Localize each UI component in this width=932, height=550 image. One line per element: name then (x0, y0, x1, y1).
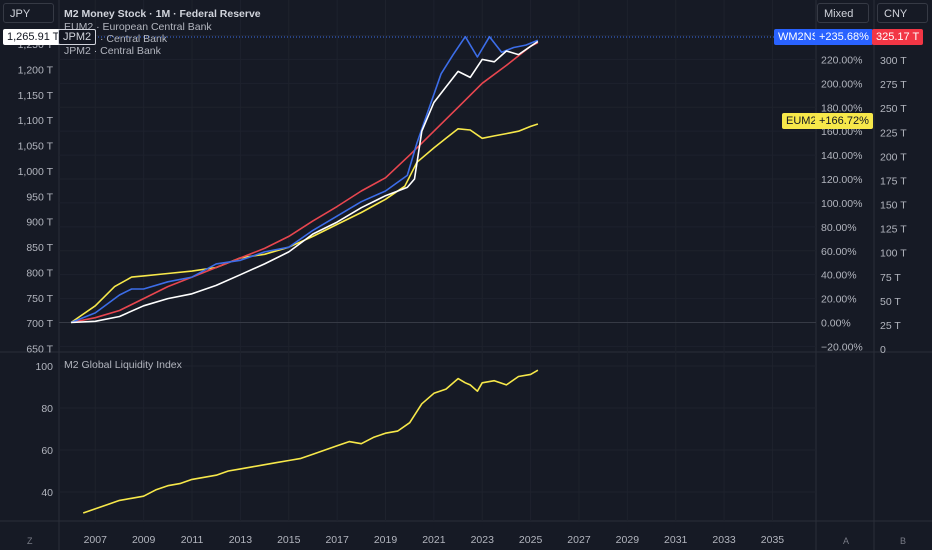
left-axis-tick: 750 T (26, 293, 53, 305)
percent-axis-tick: 180.00% (821, 102, 862, 114)
left-axis-tick: 1,100 T (18, 115, 54, 127)
cny-axis-tick: 275 T (880, 79, 907, 91)
x-axis-tick: 2031 (664, 534, 688, 546)
x-axis-tick: 2015 (277, 534, 301, 546)
corner-marker-mid[interactable]: A (843, 536, 850, 546)
cny-axis-tick: 125 T (880, 224, 907, 236)
cny-axis-tick: 75 T (880, 272, 901, 284)
lower-axis-tick: 60 (41, 445, 53, 457)
wm2ns-label-badge: WM2NS (774, 29, 823, 45)
percent-axis-tick: 80.00% (821, 222, 857, 234)
jpm2-label-badge: JPM2 (58, 29, 97, 45)
left-axis-tick: 650 T (26, 344, 53, 356)
liquidity-index-line (82, 369, 539, 514)
x-axis-tick: 2021 (422, 534, 446, 546)
left-currency-selector[interactable]: JPY (3, 3, 54, 23)
left-axis-tick: 800 T (26, 267, 53, 279)
percent-axis-tick: 60.00% (821, 246, 857, 258)
jpy-value-badge: 1,265.91 T (3, 29, 64, 45)
lower-axis-tick: 40 (41, 487, 53, 499)
x-axis-tick: 2009 (132, 534, 156, 546)
legend-cn[interactable]: · Central Bank (100, 33, 168, 45)
x-axis-tick: 2013 (229, 534, 253, 546)
percent-axis-tick: 120.00% (821, 174, 862, 186)
axes: 650 T 700 T 750 T 800 T 850 T 900 T 950 T 1,000… (18, 39, 908, 546)
left-axis-tick: 1,150 T (18, 90, 54, 102)
left-axis-tick: 850 T (26, 242, 53, 254)
x-axis-tick: 2017 (325, 534, 349, 546)
x-axis-tick: 2023 (471, 534, 495, 546)
percent-axis-tick: 140.00% (821, 150, 862, 162)
x-axis-tick: 2019 (374, 534, 398, 546)
x-axis-tick: 2007 (84, 534, 108, 546)
eum2-label-badge: EUM2 (782, 113, 821, 129)
left-axis-tick: 900 T (26, 217, 53, 229)
lower-pane-title[interactable]: M2 Global Liquidity Index (64, 359, 182, 371)
series-line-jpm2 (70, 35, 539, 324)
cny-axis-tick: 250 T (880, 103, 907, 115)
series-line-cn-m2 (70, 41, 539, 324)
cny-axis-tick: 50 T (880, 296, 901, 308)
left-axis-tick: 1,000 T (18, 166, 54, 178)
percent-axis-tick: 40.00% (821, 270, 857, 282)
lower-axis-tick: 100 (35, 361, 53, 373)
right-currency-selector[interactable]: CNY (877, 3, 928, 23)
series-layer (70, 35, 539, 514)
percent-axis-tick: 0.00% (821, 318, 851, 330)
series-line-eum2 (70, 123, 539, 324)
cny-value-badge: 325.17 T (872, 29, 924, 45)
x-axis-tick: 2027 (567, 534, 591, 546)
percent-axis-tick: 160.00% (821, 126, 862, 138)
corner-marker-left[interactable]: Z (27, 536, 33, 546)
x-axis-tick: 2035 (761, 534, 785, 546)
percent-axis-tick: 220.00% (821, 54, 862, 66)
legend-main[interactable]: M2 Money Stock · 1M · Federal Reserve (64, 8, 261, 20)
scale-mode-selector[interactable]: Mixed (817, 3, 869, 23)
legend-eum2[interactable]: EUM2 · European Central Bank (64, 21, 212, 33)
x-axis-tick: 2029 (616, 534, 640, 546)
corner-marker-right[interactable]: B (900, 536, 907, 546)
eum2-percent-badge: +166.72% (815, 113, 873, 129)
cny-axis-tick: 225 T (880, 127, 907, 139)
percent-axis-tick: 100.00% (821, 198, 862, 210)
left-axis-tick: 700 T (26, 318, 53, 330)
x-axis-tick: 2011 (181, 534, 204, 546)
cny-axis-tick: 100 T (880, 248, 907, 260)
percent-axis-tick: 200.00% (821, 78, 862, 90)
cny-axis-tick: 300 T (880, 55, 907, 67)
percent-axis-tick: −20.00% (821, 341, 863, 353)
cny-axis-tick: 175 T (880, 175, 907, 187)
left-axis-tick: 950 T (26, 191, 53, 203)
cny-axis-tick: 0 (880, 344, 886, 356)
series-line-m2-money-stock (71, 40, 539, 324)
wm2ns-percent-badge: +235.68% (815, 29, 873, 45)
x-axis-tick: 2033 (712, 534, 736, 546)
cny-axis-tick: 25 T (880, 320, 901, 332)
cny-axis-tick: 200 T (880, 151, 907, 163)
legend-jpm2[interactable]: JPM2 · Central Bank (64, 45, 161, 57)
left-axis-tick: 1,200 T (18, 64, 54, 76)
lower-axis-tick: 80 (41, 403, 53, 415)
x-axis-tick: 2025 (519, 534, 543, 546)
left-axis-tick: 1,050 T (18, 141, 54, 153)
percent-axis-tick: 20.00% (821, 294, 857, 306)
cny-axis-tick: 150 T (880, 200, 907, 212)
